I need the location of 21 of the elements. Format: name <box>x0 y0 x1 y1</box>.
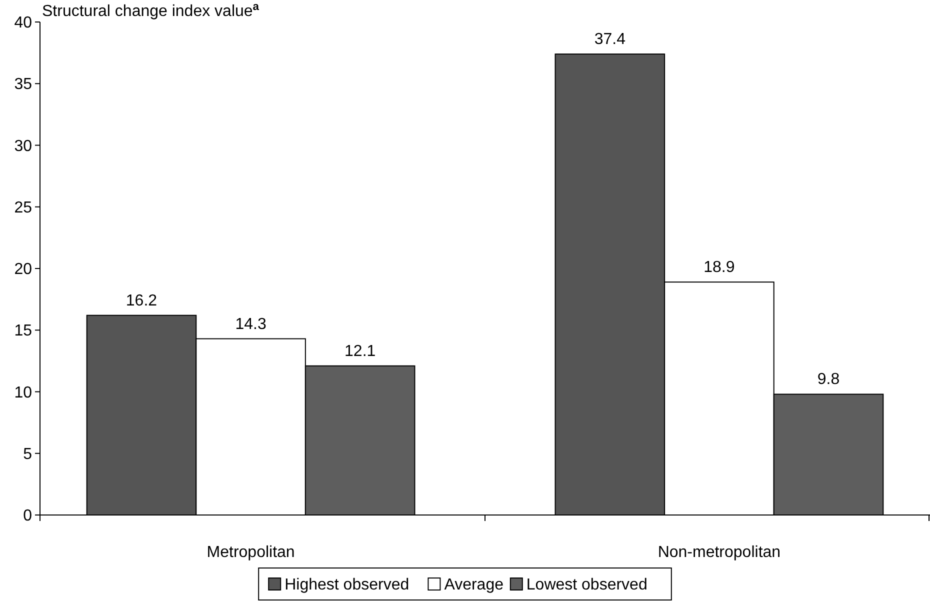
y-tick-label: 35 <box>14 76 32 94</box>
data-label: 16.2 <box>126 292 158 310</box>
y-axis-title: Structural change index value$^{a}$ <box>42 1 260 20</box>
y-tick-label: 40 <box>14 14 32 32</box>
y-tick-label: 25 <box>14 199 32 216</box>
y-tick-label: 0 <box>23 508 32 525</box>
legend-label: Highest observed <box>284 576 410 594</box>
data-label: 37.4 <box>594 31 626 48</box>
legend-label: Lowest observed <box>526 576 648 594</box>
data-label: 12.1 <box>344 342 376 360</box>
y-tick-label: 5 <box>23 446 32 463</box>
legend-label: Average <box>444 576 504 594</box>
x-tick-label: Non-metropolitan <box>658 544 781 561</box>
y-tick-label: 30 <box>14 138 32 155</box>
y-tick-label: 20 <box>14 261 32 278</box>
data-label: 18.9 <box>704 259 735 276</box>
data-label: 14.3 <box>235 316 266 333</box>
y-tick-label: 15 <box>14 322 32 340</box>
data-label: 9.8 <box>817 371 840 388</box>
y-tick-label: 10 <box>14 384 32 402</box>
x-tick-label: Metropolitan <box>206 544 295 561</box>
